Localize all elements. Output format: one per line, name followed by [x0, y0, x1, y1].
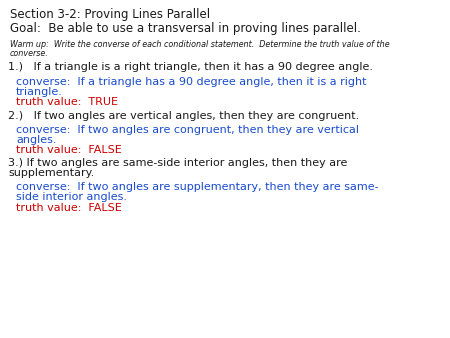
Text: 3.) If two angles are same-side interior angles, then they are: 3.) If two angles are same-side interior… — [8, 158, 347, 168]
Text: converse.: converse. — [10, 49, 49, 58]
Text: truth value:  FALSE: truth value: FALSE — [16, 203, 122, 213]
Text: Warm up:  Write the converse of each conditional statement.  Determine the truth: Warm up: Write the converse of each cond… — [10, 40, 390, 49]
Text: converse:  If a triangle has a 90 degree angle, then it is a right: converse: If a triangle has a 90 degree … — [16, 77, 366, 87]
Text: converse:  If two angles are congruent, then they are vertical: converse: If two angles are congruent, t… — [16, 125, 359, 135]
Text: Section 3-2: Proving Lines Parallel: Section 3-2: Proving Lines Parallel — [10, 8, 210, 21]
Text: angles.: angles. — [16, 135, 57, 145]
Text: 1.)   If a triangle is a right triangle, then it has a 90 degree angle.: 1.) If a triangle is a right triangle, t… — [8, 62, 373, 72]
Text: truth value:  TRUE: truth value: TRUE — [16, 97, 118, 107]
Text: 2.)   If two angles are vertical angles, then they are congruent.: 2.) If two angles are vertical angles, t… — [8, 111, 359, 121]
Text: supplementary.: supplementary. — [8, 168, 94, 178]
Text: Goal:  Be able to use a transversal in proving lines parallel.: Goal: Be able to use a transversal in pr… — [10, 22, 361, 35]
Text: converse:  If two angles are supplementary, then they are same-: converse: If two angles are supplementar… — [16, 182, 378, 192]
Text: truth value:  FALSE: truth value: FALSE — [16, 145, 122, 155]
Text: side interior angles.: side interior angles. — [16, 192, 127, 202]
Text: triangle.: triangle. — [16, 87, 63, 97]
